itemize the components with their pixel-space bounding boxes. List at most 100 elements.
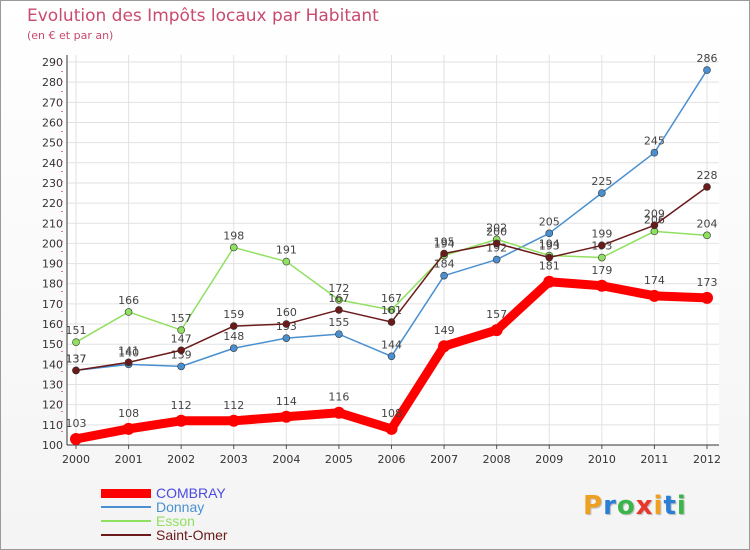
x-tick-label: 2012 [693,453,721,466]
data-point [598,253,606,262]
data-label: 167 [381,292,402,305]
x-tick-label: 2007 [430,453,458,466]
logo-letter: i [653,491,664,521]
x-tick-label: 2008 [483,453,511,466]
y-tick-label: 200 [42,237,63,250]
data-label: 149 [434,324,455,337]
data-point [387,318,396,326]
data-label: 157 [171,312,192,325]
legend-item-saint-omer: Saint-Omer [101,528,301,542]
x-tick-label: 2000 [62,453,90,466]
y-tick-label: 190 [42,258,63,271]
y-tick-label: 220 [42,197,63,210]
y-tick-label: 120 [42,399,63,412]
data-point [282,257,291,266]
data-point [545,229,554,238]
legend: COMBRAY Donnay Esson Saint-Omer [101,486,301,542]
data-point [440,249,448,258]
data-point [650,221,659,230]
data-label: 112 [171,399,192,412]
legend-label: COMBRAY [156,485,226,501]
plot-area [67,55,719,445]
legend-swatch [101,534,151,536]
legend-swatch [101,506,151,508]
data-point [543,275,556,288]
y-tick-label: 280 [42,76,63,89]
legend-item-combray: COMBRAY [101,486,301,500]
data-label: 137 [66,352,87,365]
series-combray: 103 108 112 112 114 116 108 149 157 181 179 174 173 [66,260,718,445]
y-tick-label: 290 [42,56,63,69]
data-label: 173 [697,276,718,289]
x-tick-label: 2010 [588,453,616,466]
y-tick-label: 160 [42,318,63,331]
data-point [229,344,238,353]
data-label: 159 [223,308,244,321]
data-point [175,414,188,427]
data-point [124,308,133,316]
data-point [387,352,396,361]
data-point [701,291,713,304]
data-label: 140 [118,346,139,359]
y-tick-label: 180 [42,278,63,291]
x-tick-label: 2004 [272,453,300,466]
legend-swatch [101,488,151,498]
data-point [490,324,503,337]
data-label: 141 [118,344,139,357]
logo-letter: i [676,491,687,521]
data-label: 198 [223,229,244,242]
data-point [703,183,711,191]
data-label: 155 [328,316,349,329]
x-tick-label: 2001 [115,453,143,466]
data-label: 205 [539,215,560,228]
x-tick-label: 2005 [325,453,353,466]
data-point [332,406,345,419]
y-tick-label: 150 [42,338,63,351]
data-point [703,231,711,240]
data-label: 147 [171,332,192,345]
data-point [177,362,185,371]
data-point [438,340,451,353]
data-point [440,271,448,280]
data-point [703,66,711,74]
data-point [72,366,80,375]
data-point [122,422,135,435]
data-point [72,338,80,346]
legend-item-donnay: Donnay [101,500,301,514]
data-label: 199 [591,227,612,240]
data-label: 209 [644,207,665,220]
proxiti-logo: Proxiti [583,491,687,521]
data-label: 245 [644,135,665,148]
data-label: 166 [118,294,139,307]
legend-label: Saint-Omer [156,527,228,543]
data-label: 195 [434,236,455,249]
y-tick-label: 130 [42,379,63,392]
data-point [648,289,661,302]
data-label: 144 [381,338,402,351]
y-tick-label: 270 [42,96,63,109]
data-label: 286 [697,52,718,65]
data-point [385,422,398,435]
chart-title: Evolution des Impôts locaux par Habitant [27,6,379,26]
y-tick-label: 170 [42,298,63,311]
data-label: 114 [276,395,297,408]
y-tick-label: 110 [42,419,63,432]
series-esson: 151166157198191172167194202194193206204 [66,213,718,346]
x-tick-label: 2003 [220,453,248,466]
data-point [492,239,501,248]
data-point [598,241,606,250]
data-point [650,148,659,157]
data-point [545,253,554,262]
y-tick-label: 260 [42,116,63,129]
data-label: 194 [539,238,560,251]
data-label: 160 [276,306,297,319]
chart-subtitle: (en € et par an) [27,29,114,42]
y-tick-label: 240 [42,157,63,170]
data-point [124,358,133,367]
y-tick-label: 250 [42,137,63,150]
data-point [335,296,343,304]
data-label: 161 [381,304,402,317]
data-label: 148 [223,330,244,343]
x-tick-label: 2006 [378,453,406,466]
